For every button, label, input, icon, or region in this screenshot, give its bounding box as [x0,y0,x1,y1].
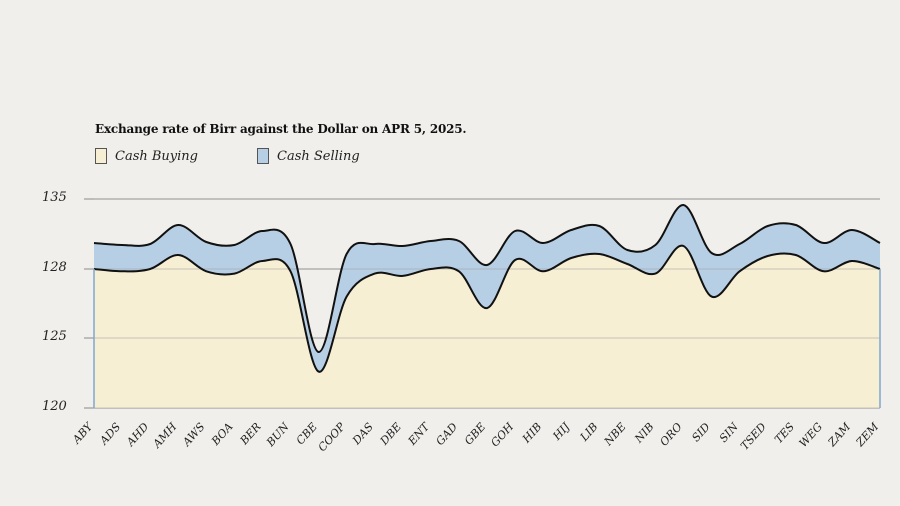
area-cash-buying [94,245,880,408]
x-tick-label-dbe: DBE [377,420,404,448]
x-tick-label-cbe: CBE [294,420,320,447]
x-tick-label-das: DAS [349,420,376,448]
legend-label-cash-buying: Cash Buying [115,148,198,164]
legend-label-cash-selling: Cash Selling [277,148,360,164]
x-tick-label-amh: AMH [150,420,180,451]
x-tick-label-ber: BER [237,420,264,448]
x-tick-label-aws: AWS [180,420,208,449]
y-tick-label-135: 135 [42,190,67,205]
legend-swatch-cash-buying [95,148,107,164]
x-tick-label-sid: SID [689,420,713,444]
x-tick-label-ads: ADS [97,420,124,448]
legend-item-cash-selling: Cash Selling [257,148,360,164]
y-tick-label-125: 125 [42,329,67,344]
x-tick-label-hib: HIB [519,420,544,446]
line-cash-selling [93,204,881,354]
chart-title: Exchange rate of Birr against the Dollar… [95,122,467,136]
x-tick-label-zem: ZEM [853,420,882,450]
x-tick-label-gad: GAD [433,420,460,448]
x-tick-label-aby: ABY [69,419,96,447]
x-tick-label-tes: TES [772,420,797,446]
x-tick-label-hij: HIJ [550,420,573,444]
x-tick-label-boa: BOA [208,420,235,448]
x-tick-label-weg: WEG [797,420,826,450]
x-tick-label-tsed: TSED [738,420,769,452]
legend-item-cash-buying: Cash Buying [95,148,198,164]
x-tick-label-nib: NIB [632,420,657,446]
x-tick-label-oro: ORO [657,420,684,448]
x-tick-label-ent: ENT [405,419,433,448]
x-tick-label-coop: COOP [316,420,349,454]
x-tick-label-lib: LIB [577,420,601,444]
x-tick-label-goh: GOH [488,420,516,449]
x-tick-label-bun: BUN [263,420,292,450]
legend-swatch-cash-selling [257,148,269,164]
x-tick-label-zam: ZAM [825,420,854,450]
y-tick-label-120: 120 [42,399,67,414]
y-tick-label-128: 128 [42,260,67,275]
x-tick-label-gbe: GBE [462,420,488,447]
x-tick-label-ahd: AHD [123,420,151,449]
x-tick-label-nbe: NBE [601,420,629,449]
line-cash-buying [93,244,881,373]
x-tick-label-sin: SIN [717,420,741,445]
